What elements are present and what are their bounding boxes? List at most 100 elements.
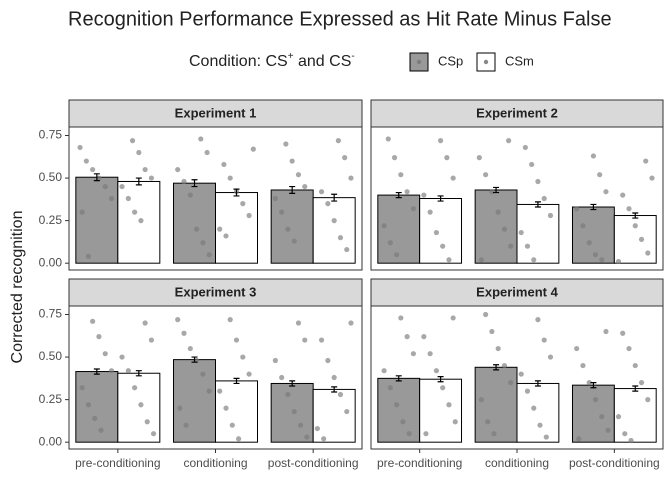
bar <box>215 380 258 443</box>
data-point <box>217 388 223 394</box>
data-point <box>501 362 508 369</box>
data-point <box>574 206 580 212</box>
data-point <box>518 229 524 236</box>
data-point <box>325 201 331 207</box>
data-point <box>592 252 599 258</box>
error-bar <box>135 370 142 377</box>
data-point <box>227 317 233 323</box>
data-point <box>79 385 85 391</box>
error-bar <box>590 382 597 389</box>
data-point <box>342 155 348 161</box>
error-bar <box>395 375 402 382</box>
data-point <box>314 425 320 432</box>
legend-label: CSm <box>505 53 534 68</box>
data-point <box>291 408 297 415</box>
data-point <box>302 337 308 343</box>
data-point <box>437 138 444 144</box>
x-tick-label: pre-conditioning <box>377 456 462 470</box>
x-tick-label: conditioning <box>485 456 549 470</box>
bar <box>75 176 119 264</box>
data-point <box>524 388 531 394</box>
data-point <box>547 354 554 360</box>
y-axis-label: Corrected recognition <box>9 211 26 364</box>
bar <box>377 377 421 443</box>
data-point <box>531 257 537 263</box>
error-bar <box>534 201 541 208</box>
data-point <box>450 315 456 321</box>
x-tick-label: pre-conditioning <box>75 456 160 470</box>
x-tick-label: post-conditioning <box>268 456 359 470</box>
data-point <box>246 371 252 377</box>
data-point <box>119 183 125 190</box>
data-point <box>522 144 528 151</box>
data-point <box>478 397 485 403</box>
data-point <box>632 362 638 369</box>
data-point <box>85 253 92 259</box>
data-point <box>183 422 189 428</box>
data-point <box>285 391 291 398</box>
y-tick-label: 0.50 <box>39 349 63 363</box>
data-point <box>643 158 649 164</box>
bar <box>312 197 356 264</box>
y-tick-label: 0.50 <box>39 170 63 184</box>
data-point <box>541 195 547 202</box>
data-point <box>535 178 541 185</box>
data-point <box>181 178 187 185</box>
y-tick-label: 0.75 <box>39 307 63 321</box>
data-point <box>348 320 354 326</box>
data-point <box>132 209 138 215</box>
data-point <box>427 209 433 215</box>
error-bar <box>331 386 338 393</box>
data-point <box>187 192 193 198</box>
data-point <box>638 380 645 386</box>
data-point <box>404 334 410 340</box>
x-tick-label: conditioning <box>183 456 247 470</box>
legend-title: Condition: CS+ and CS- <box>189 51 355 71</box>
data-point <box>649 175 655 181</box>
data-point <box>620 330 626 336</box>
data-point <box>337 235 344 241</box>
legend-title-part: Condition: CS <box>189 53 288 70</box>
error-bar <box>493 364 500 371</box>
data-point <box>622 431 628 437</box>
error-bar <box>93 368 100 375</box>
data-point <box>250 146 256 152</box>
data-point <box>541 337 547 343</box>
data-point <box>83 158 89 164</box>
error-bar <box>191 356 198 363</box>
data-point <box>132 385 138 391</box>
data-point <box>491 431 497 437</box>
data-point <box>632 223 638 229</box>
data-point <box>391 155 398 161</box>
error-bar <box>289 185 296 194</box>
data-point <box>206 388 212 394</box>
data-point <box>138 402 144 408</box>
y-tick-label: 0.00 <box>39 434 63 448</box>
data-point <box>574 345 580 352</box>
chart-title: Recognition Performance Expressed as Hit… <box>68 8 612 30</box>
data-point <box>394 252 400 258</box>
data-point <box>398 315 404 321</box>
data-point <box>217 226 223 232</box>
data-point <box>485 419 491 425</box>
data-point <box>381 223 387 229</box>
data-point <box>85 402 92 408</box>
data-point <box>125 368 131 374</box>
legend-title-sup: + <box>288 51 294 62</box>
data-point <box>406 431 412 437</box>
data-point <box>603 189 609 195</box>
strip-label: Experiment 4 <box>476 284 558 299</box>
data-point <box>404 189 410 195</box>
error-bar <box>191 179 198 188</box>
data-point <box>92 415 98 421</box>
error-bar <box>632 212 639 219</box>
data-point <box>506 138 512 144</box>
data-point <box>446 257 452 263</box>
legend-title-part: and CS <box>294 53 352 70</box>
data-point <box>535 317 541 323</box>
data-point <box>387 240 393 246</box>
legend-title-sup: - <box>351 51 354 62</box>
x-tick-label: post-conditioning <box>569 456 660 470</box>
data-point <box>344 408 350 415</box>
